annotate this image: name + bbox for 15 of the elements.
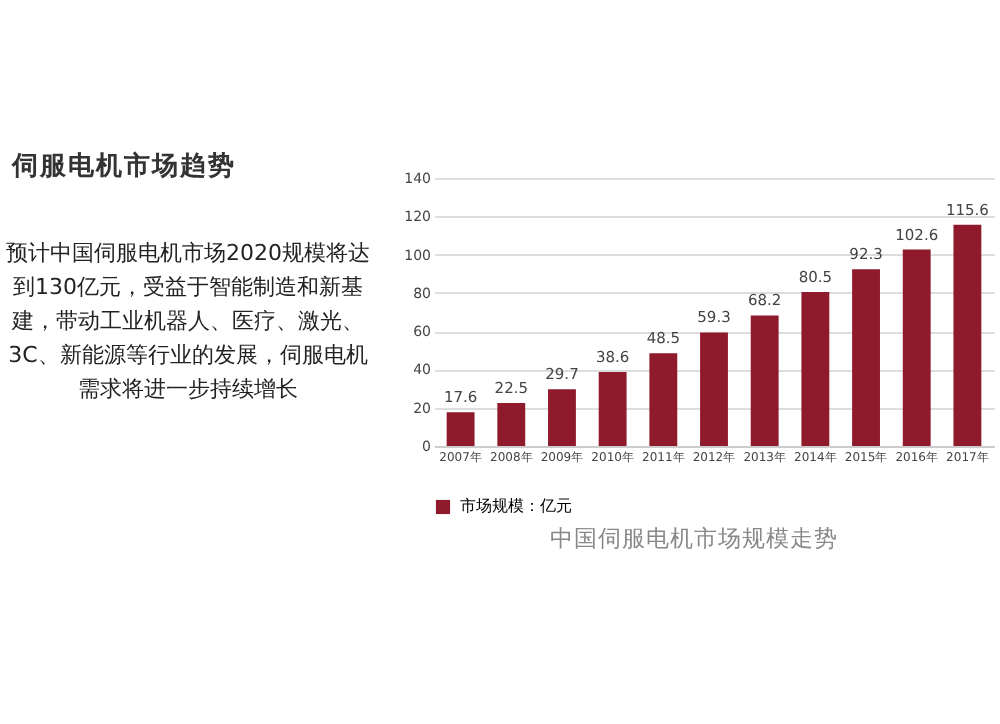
bar xyxy=(446,412,475,446)
bar xyxy=(902,249,931,446)
legend-label: 市场规模：亿元 xyxy=(460,497,572,515)
bar xyxy=(598,372,627,446)
bar xyxy=(852,269,880,446)
bar xyxy=(700,332,728,446)
bar xyxy=(497,402,526,446)
bar xyxy=(801,291,830,446)
bar xyxy=(953,224,982,446)
text: 伺服电机市场趋势 xyxy=(12,149,236,184)
bar xyxy=(548,389,576,446)
bar xyxy=(649,353,678,446)
text: 预计中国伺服电机市场2020规模将达到130亿元，受益于智能制造和新基建，带动工业机器人、医疗、激光、3C、新能源等行业的发展，伺服电机需求将进一步持续增长 xyxy=(6,238,370,406)
text: 中国伺服电机市场规模走势 xyxy=(548,524,840,554)
bar xyxy=(750,315,779,446)
